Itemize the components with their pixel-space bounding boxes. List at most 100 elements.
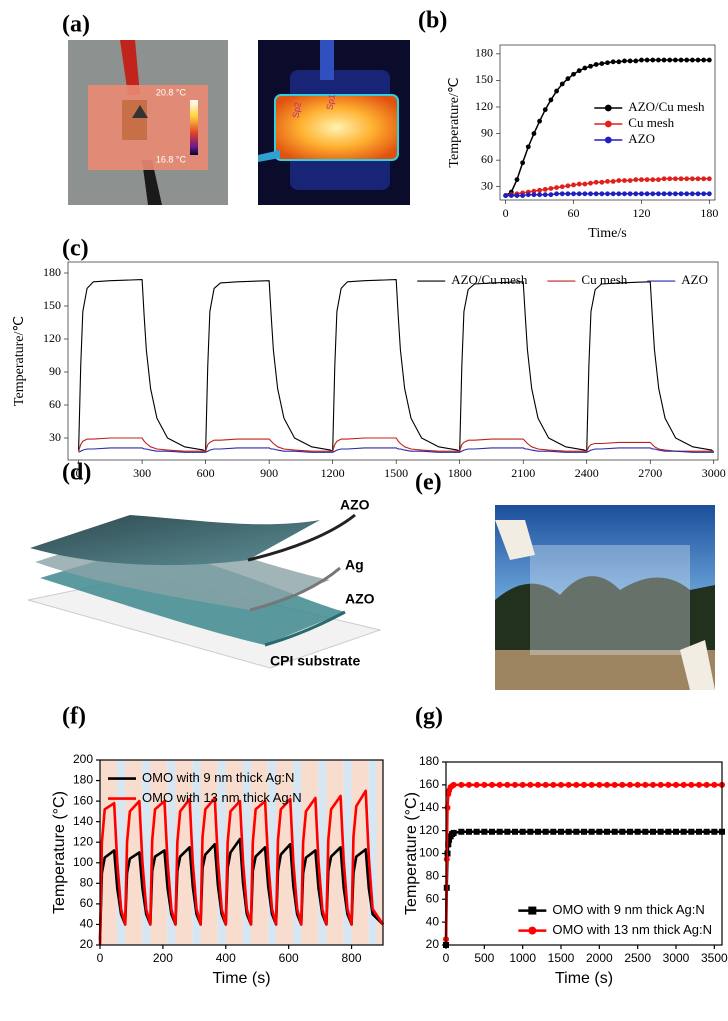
marker: [550, 829, 556, 835]
marker: [662, 176, 667, 181]
marker: [503, 193, 508, 198]
marker: [481, 782, 487, 788]
series-line: [79, 280, 714, 453]
legend-label: AZO: [628, 131, 655, 146]
x-tick-label: 180: [700, 206, 718, 220]
marker: [489, 829, 495, 835]
x-tick-label: 1500: [384, 466, 408, 480]
marker: [560, 191, 565, 196]
panel-label: (a): [62, 12, 90, 38]
y-tick-label: 160: [73, 793, 93, 807]
x-tick-label: 900: [260, 466, 278, 480]
x-tick-label: 1500: [548, 951, 575, 965]
marker: [537, 188, 542, 193]
y-tick-label: 60: [426, 891, 440, 905]
marker: [633, 59, 638, 64]
marker: [558, 829, 564, 835]
y-tick-label: 150: [43, 298, 61, 312]
marker: [658, 782, 664, 788]
y-axis-label: Temperature (°C): [403, 792, 420, 915]
marker: [466, 782, 472, 788]
y-tick-label: 40: [426, 914, 440, 928]
marker: [627, 829, 633, 835]
x-tick-label: 600: [197, 466, 215, 480]
marker: [711, 782, 717, 788]
marker: [504, 782, 510, 788]
y-tick-label: 60: [481, 152, 493, 166]
x-tick-label: 0: [443, 951, 450, 965]
marker: [582, 191, 587, 196]
marker: [656, 58, 661, 63]
marker: [549, 186, 554, 191]
marker: [571, 72, 576, 77]
marker: [707, 58, 712, 63]
marker: [619, 782, 625, 788]
marker: [588, 191, 593, 196]
marker: [616, 191, 621, 196]
marker: [650, 58, 655, 63]
marker: [696, 176, 701, 181]
x-tick-label: 1000: [509, 951, 536, 965]
photo-thermal: Sp1 Sp2: [258, 40, 410, 205]
x-tick-label: 2500: [624, 951, 651, 965]
marker: [458, 829, 464, 835]
marker: [451, 782, 457, 788]
marker: [558, 782, 564, 788]
x-tick-label: 3000: [663, 951, 690, 965]
marker: [679, 58, 684, 63]
marker: [566, 782, 572, 788]
marker: [444, 856, 450, 862]
marker: [707, 191, 712, 196]
marker: [489, 782, 495, 788]
marker: [688, 829, 694, 835]
marker: [515, 177, 520, 182]
marker: [594, 180, 599, 185]
marker: [611, 191, 616, 196]
marker: [673, 191, 678, 196]
marker: [662, 191, 667, 196]
marker: [589, 829, 595, 835]
y-tick-label: 40: [80, 917, 94, 931]
marker: [645, 191, 650, 196]
marker: [622, 191, 627, 196]
marker: [565, 76, 570, 81]
y-tick-label: 150: [475, 72, 493, 86]
marker: [599, 61, 604, 66]
marker: [681, 782, 687, 788]
plot-frame: [68, 262, 718, 460]
marker: [612, 829, 618, 835]
x-axis-label: Time/s: [588, 226, 626, 241]
y-tick-label: 180: [73, 773, 93, 787]
legend-label: OMO with 9 nm thick Ag:N: [552, 902, 704, 917]
legend-label: OMO with 13 nm thick Ag:N: [142, 790, 302, 805]
y-tick-label: 120: [73, 834, 93, 848]
panel-label: (c): [62, 236, 89, 262]
marker: [532, 131, 537, 136]
plot-frame: [446, 762, 722, 945]
marker: [684, 58, 689, 63]
marker: [481, 829, 487, 835]
marker: [589, 782, 595, 788]
marker: [458, 782, 464, 788]
chart: 2040608010012014016018005001000150020002…: [403, 754, 728, 987]
x-tick-label: 2400: [575, 466, 599, 480]
marker: [616, 59, 621, 64]
marker: [520, 829, 526, 835]
marker: [681, 829, 687, 835]
x-tick-label: 2000: [586, 951, 613, 965]
marker: [588, 181, 593, 186]
marker: [688, 782, 694, 788]
y-tick-label: 20: [80, 937, 94, 951]
x-tick-label: 2700: [638, 466, 662, 480]
legend-marker: [528, 907, 536, 915]
legend-label: AZO/Cu mesh: [451, 272, 528, 287]
marker: [594, 62, 599, 67]
marker: [532, 192, 537, 197]
y-tick-label: 90: [481, 125, 493, 139]
marker: [560, 82, 565, 87]
panel-label: (f): [62, 704, 86, 730]
marker: [650, 177, 655, 182]
marker: [628, 178, 633, 183]
marker: [667, 176, 672, 181]
